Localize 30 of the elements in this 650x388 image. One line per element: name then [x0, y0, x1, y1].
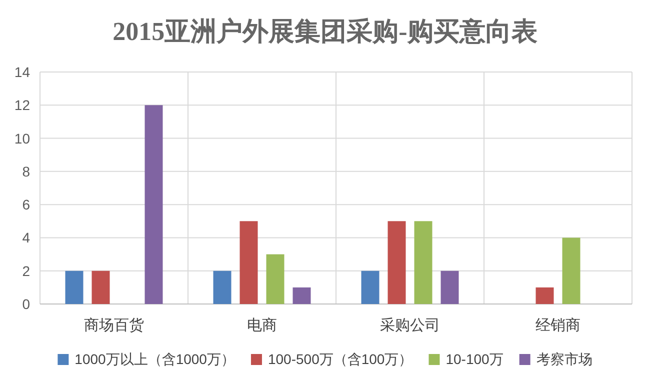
y-tick-label: 6 — [22, 196, 30, 213]
y-tick-label: 2 — [22, 262, 30, 279]
x-tick-label: 商场百货 — [84, 317, 144, 334]
y-tick-label: 4 — [22, 230, 30, 246]
bar — [440, 270, 459, 304]
y-tick-label: 12 — [14, 97, 30, 114]
x-tick-label: 电商 — [247, 317, 277, 334]
legend-label: 考察市场 — [536, 351, 592, 367]
bar — [240, 221, 258, 304]
bar — [92, 270, 110, 304]
legend-label: 1000万以上（含1000万） — [74, 351, 235, 367]
bar — [562, 238, 580, 304]
bar — [414, 221, 432, 304]
y-tick-label: 14 — [14, 64, 30, 80]
x-tick-label: 经销商 — [536, 317, 580, 334]
x-tick-label: 采购公司 — [380, 317, 440, 334]
legend-label: 10-100万 — [446, 351, 504, 367]
chart-title: 2015亚洲户外展集团采购-购买意向表 — [112, 17, 538, 46]
bar — [292, 287, 311, 304]
bar — [388, 221, 406, 304]
y-tick-label: 0 — [22, 296, 30, 312]
legend-label: 100-500万（含100万） — [268, 351, 413, 367]
bar — [144, 105, 163, 304]
y-tick-label: 8 — [22, 163, 30, 180]
bar — [536, 287, 554, 304]
bar — [213, 270, 232, 304]
bar — [266, 254, 284, 304]
bar — [361, 270, 380, 304]
bar — [65, 270, 84, 304]
y-tick-label: 10 — [14, 130, 30, 146]
